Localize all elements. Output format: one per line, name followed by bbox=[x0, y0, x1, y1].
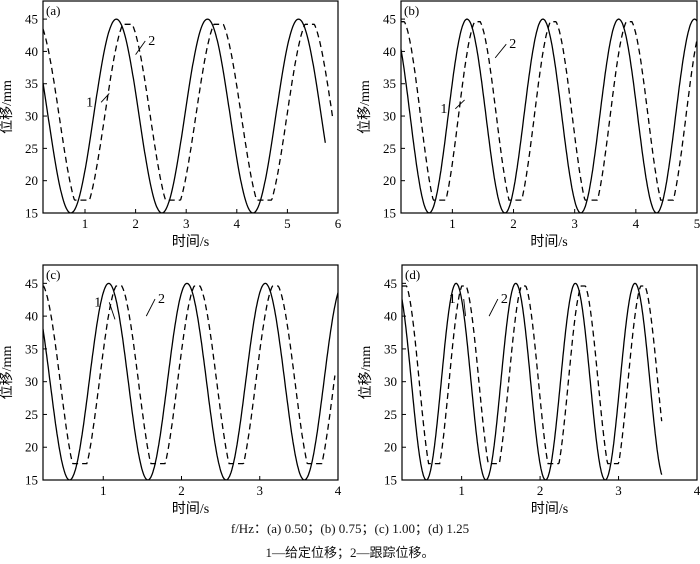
x-axis-label: 时间/s bbox=[172, 234, 209, 250]
plot-frame bbox=[42, 0, 339, 214]
caption-frequencies: f/Hz：(a) 0.50；(b) 0.75；(c) 1.00；(d) 1.25 bbox=[230, 521, 470, 536]
annotation-label-1: 1 bbox=[449, 292, 456, 307]
x-tick-label: 6 bbox=[335, 216, 342, 231]
y-tick-label: 35 bbox=[383, 76, 396, 91]
x-tick-label: 4 bbox=[234, 216, 241, 231]
y-tick-label: 20 bbox=[25, 440, 38, 455]
series-1-given-displacement bbox=[43, 282, 338, 480]
series-2-tracking-displacement bbox=[43, 23, 334, 201]
x-tick-label: 1 bbox=[82, 216, 89, 231]
y-tick-label: 30 bbox=[384, 374, 397, 389]
series-2-tracking-displacement bbox=[43, 285, 336, 465]
x-axis-label: 时间/s bbox=[172, 501, 209, 517]
x-tick-label: 3 bbox=[571, 216, 578, 231]
y-tick-label: 40 bbox=[383, 44, 396, 59]
x-tick-label: 5 bbox=[284, 216, 291, 231]
y-tick-label: 45 bbox=[25, 12, 38, 27]
series-1-given-displacement bbox=[402, 282, 663, 480]
x-tick-label: 3 bbox=[183, 216, 190, 231]
y-tick-label: 45 bbox=[383, 12, 396, 27]
y-axis-label: 位移/mm bbox=[358, 346, 374, 400]
panel-d: 1 2 3 4 15 20 25 30 35 40 45 时间/s 位移/mm (d) 1 2 bbox=[358, 264, 700, 517]
annotation-leader-line bbox=[488, 298, 499, 317]
y-tick-label: 20 bbox=[25, 173, 38, 188]
series-1-given-displacement bbox=[43, 18, 326, 213]
series-2-tracking-displacement bbox=[402, 285, 663, 465]
y-tick-label: 40 bbox=[384, 309, 397, 324]
y-tick-label: 15 bbox=[25, 206, 38, 221]
y-tick-label: 35 bbox=[25, 76, 38, 91]
y-tick-label: 30 bbox=[25, 374, 38, 389]
annotation-label-1: 1 bbox=[94, 295, 101, 310]
y-tick-label: 20 bbox=[384, 440, 397, 455]
plot-frame bbox=[42, 264, 339, 481]
x-axis-label: 时间/s bbox=[530, 234, 567, 250]
annotation-leader-line bbox=[494, 43, 507, 59]
y-tick-label: 40 bbox=[25, 44, 38, 59]
panel-label: (d) bbox=[405, 267, 420, 282]
y-tick-label: 15 bbox=[384, 473, 397, 488]
y-axis-label: 位移/mm bbox=[357, 80, 373, 134]
annotation-label-2: 2 bbox=[501, 292, 508, 307]
y-axis-label: 位移/mm bbox=[0, 346, 15, 400]
x-tick-label: 2 bbox=[510, 216, 517, 231]
y-tick-label: 35 bbox=[384, 341, 397, 356]
x-axis-label: 时间/s bbox=[531, 501, 568, 517]
x-tick-label: 4 bbox=[335, 483, 342, 498]
x-tick-label: 1 bbox=[458, 483, 465, 498]
x-tick-label: 3 bbox=[615, 483, 622, 498]
annotation-label-2: 2 bbox=[158, 292, 165, 307]
y-tick-label: 15 bbox=[25, 473, 38, 488]
panel-label: (c) bbox=[46, 267, 60, 282]
y-tick-label: 30 bbox=[383, 109, 396, 124]
x-tick-label: 1 bbox=[100, 483, 107, 498]
panel-label: (a) bbox=[46, 3, 60, 18]
x-tick-label: 5 bbox=[694, 216, 700, 231]
y-tick-label: 40 bbox=[25, 309, 38, 324]
x-tick-label: 4 bbox=[694, 483, 700, 498]
annotation-label-1: 1 bbox=[440, 102, 447, 117]
annotation-label-1: 1 bbox=[86, 95, 93, 110]
panel-c: 1 2 3 4 15 20 25 30 35 40 45 时间/s 位移/mm (c) 1 2 bbox=[0, 264, 342, 517]
plot-frame bbox=[400, 0, 698, 214]
annotation-label-2: 2 bbox=[148, 34, 155, 49]
plot-frame bbox=[401, 264, 698, 481]
annotation-leader-line bbox=[135, 40, 146, 55]
y-tick-label: 15 bbox=[383, 206, 396, 221]
series-2-tracking-displacement bbox=[401, 21, 697, 201]
y-tick-label: 25 bbox=[25, 407, 38, 422]
y-axis-label: 位移/mm bbox=[0, 80, 15, 134]
y-tick-label: 25 bbox=[383, 141, 396, 156]
panel-label: (b) bbox=[404, 3, 419, 18]
y-tick-label: 45 bbox=[384, 276, 397, 291]
y-tick-label: 25 bbox=[384, 407, 397, 422]
y-tick-label: 45 bbox=[25, 276, 38, 291]
caption-legend: 1—给定位移；2—跟踪位移。 bbox=[265, 545, 435, 560]
x-tick-label: 3 bbox=[257, 483, 264, 498]
y-tick-label: 30 bbox=[25, 109, 38, 124]
annotation-leader-line bbox=[463, 298, 466, 317]
annotation-leader-line bbox=[108, 302, 116, 320]
x-tick-label: 4 bbox=[633, 216, 640, 231]
x-tick-label: 2 bbox=[537, 483, 544, 498]
x-tick-label: 1 bbox=[449, 216, 456, 231]
x-tick-label: 2 bbox=[132, 216, 139, 231]
annotation-leader-line bbox=[145, 298, 156, 317]
series-1-given-displacement bbox=[401, 18, 697, 213]
annotation-label-2: 2 bbox=[509, 37, 516, 52]
y-tick-label: 35 bbox=[25, 341, 38, 356]
x-tick-label: 2 bbox=[178, 483, 185, 498]
y-tick-label: 25 bbox=[25, 141, 38, 156]
y-tick-label: 20 bbox=[383, 173, 396, 188]
annotation-leader-line bbox=[455, 99, 465, 110]
annotation-leader-line bbox=[100, 93, 110, 103]
